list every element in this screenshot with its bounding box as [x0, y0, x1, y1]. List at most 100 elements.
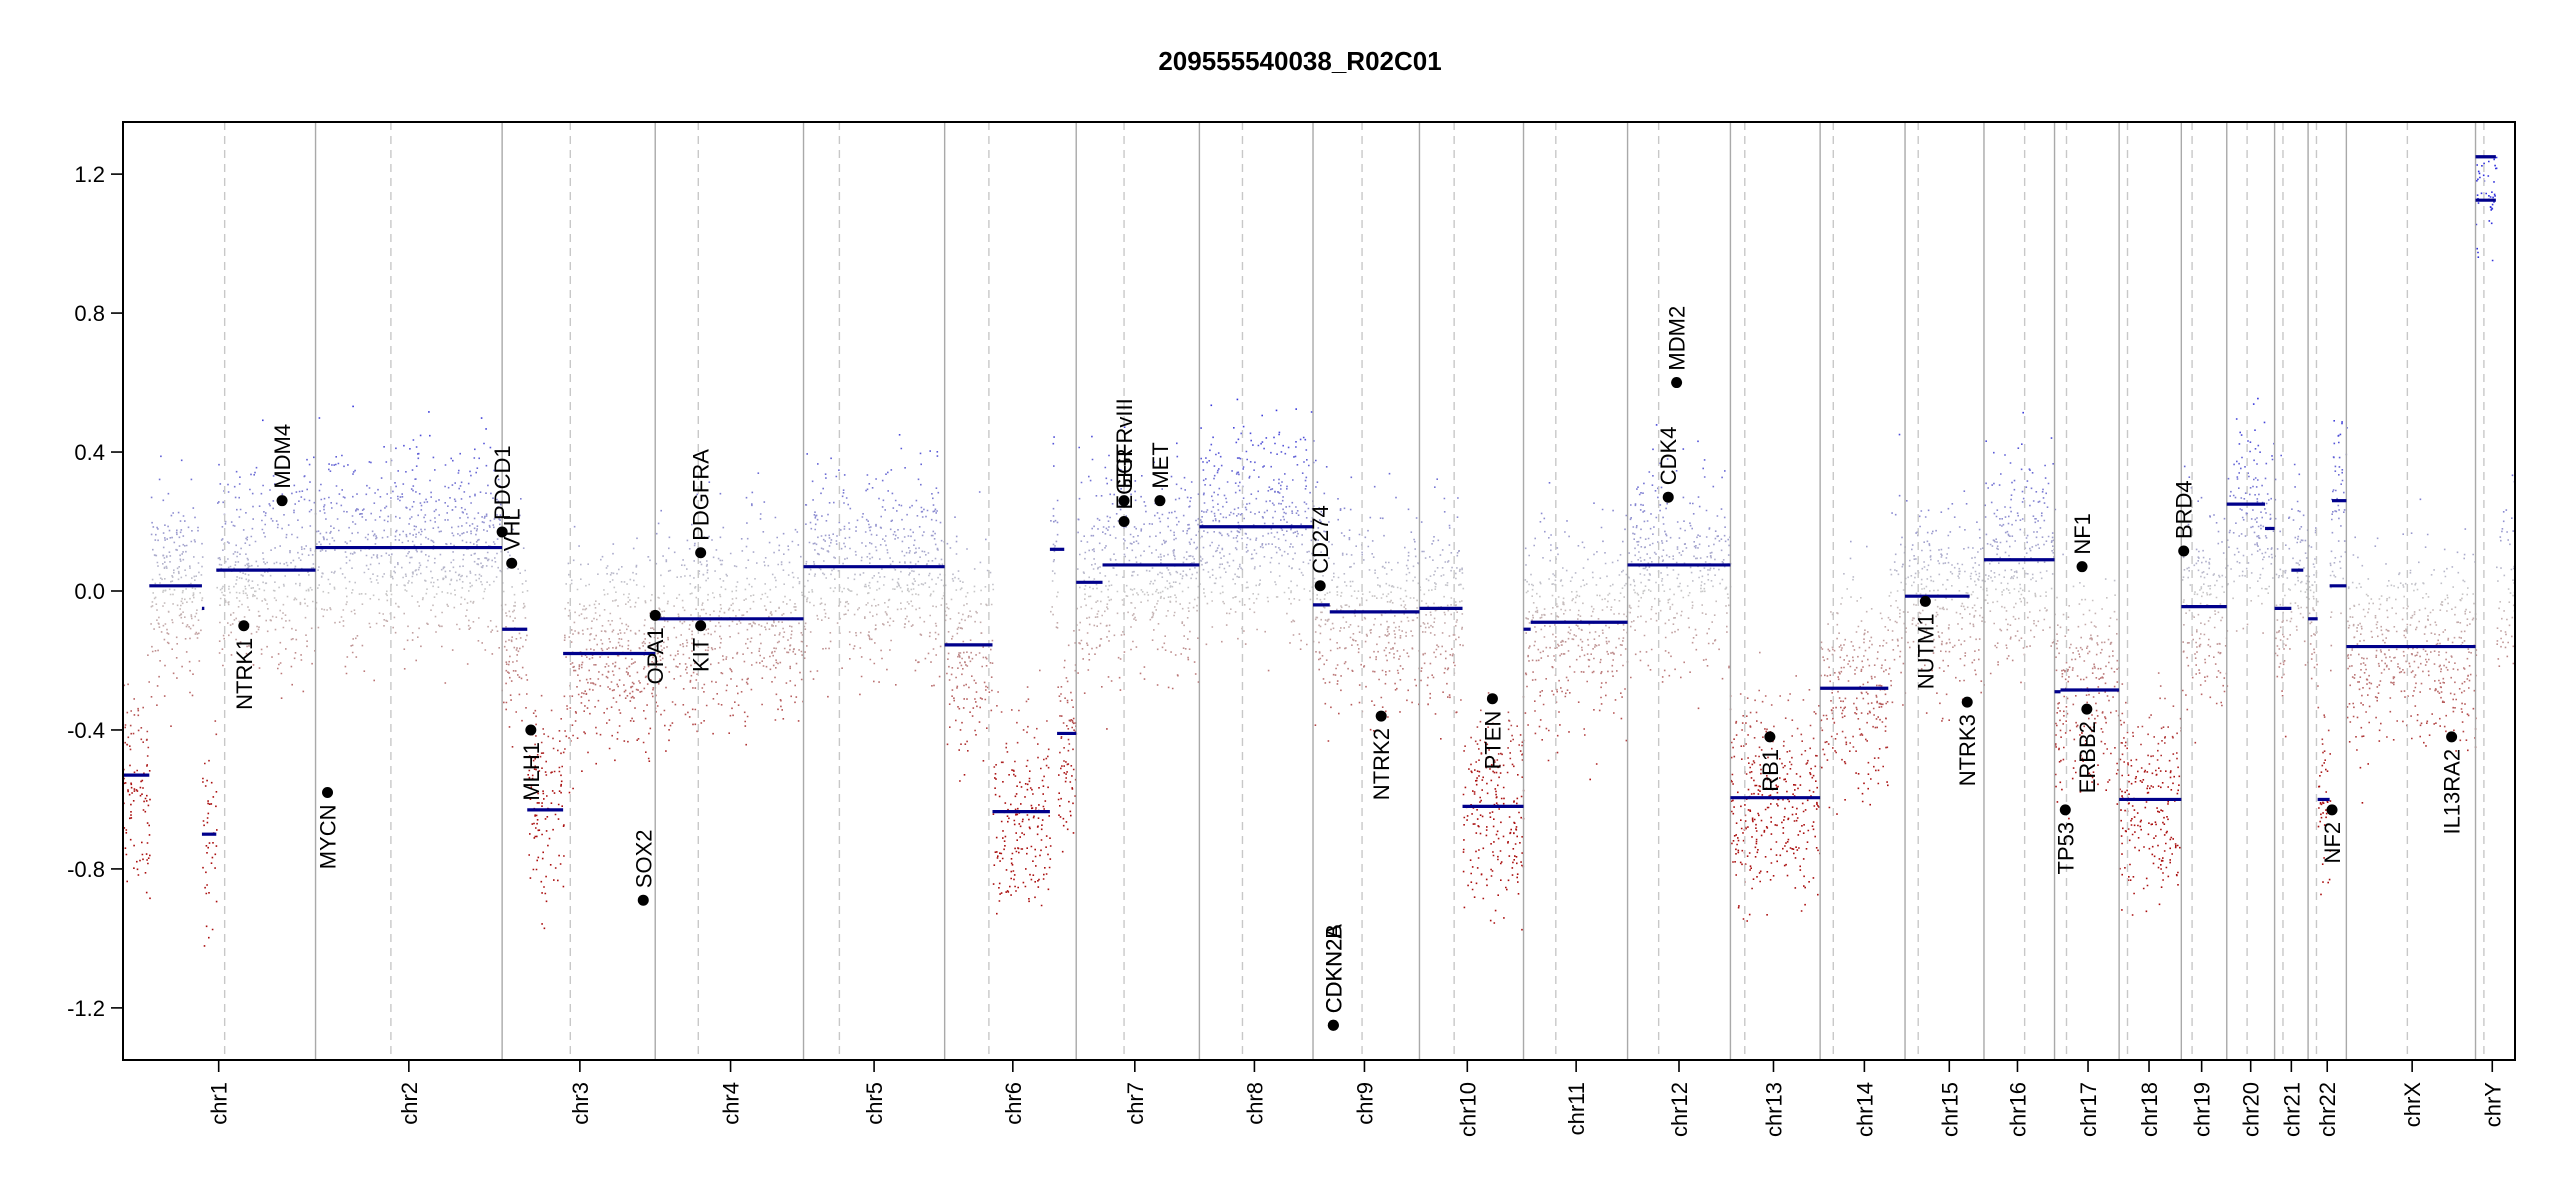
- probe-dots-206: [123, 684, 2351, 687]
- probe-dots-111: [227, 483, 2343, 487]
- probe-dots-363: [1217, 451, 1995, 454]
- probe-dots-192: [553, 770, 2329, 773]
- probe-dots-54: [162, 498, 2333, 502]
- probe-dots-14: [201, 598, 2462, 602]
- probe-dots-158: [167, 632, 2507, 636]
- probe-dots-56: [164, 536, 2379, 540]
- probe-dots-25: [169, 593, 2468, 596]
- gene-label: MET: [1148, 442, 1173, 488]
- probe-dots-94: [180, 613, 2456, 616]
- probe-dots-278: [136, 769, 2157, 772]
- probe-dots-315: [412, 438, 1307, 442]
- probe-dots-95: [178, 614, 2429, 617]
- x-tick-label: chr8: [1242, 1082, 1267, 1125]
- gene-label: NUTM1: [1913, 613, 1938, 689]
- x-tick-label: chrX: [2400, 1082, 2425, 1128]
- probe-dots-114: [507, 671, 2413, 674]
- probe-dots-270: [266, 629, 2502, 633]
- probe-dots-181: [541, 767, 2160, 770]
- probe-dots-76: [166, 641, 2510, 644]
- probe-dots-289: [403, 444, 2260, 447]
- probe-dots-211: [180, 599, 2252, 603]
- probe-dots-220: [146, 754, 2154, 758]
- probe-dots-126: [1209, 449, 1308, 452]
- probe-dots-50: [279, 497, 2422, 501]
- probe-dots-40: [521, 665, 2448, 669]
- probe-dots-305: [239, 475, 2250, 479]
- probe-dots-172: [306, 457, 2274, 461]
- probe-dots-254: [137, 707, 2475, 710]
- probe-dots-176: [129, 745, 2477, 748]
- gene-label: NF1: [2070, 513, 2095, 555]
- probe-dots-5: [148, 680, 2466, 683]
- gene-point: [1764, 731, 1776, 743]
- probe-dots-218: [1519, 734, 2081, 736]
- gene-label: KIT: [689, 638, 714, 672]
- x-tick-label: chr3: [568, 1082, 593, 1125]
- probe-dots-214: [444, 681, 2456, 684]
- gene-point: [506, 557, 518, 569]
- probe-dots-217: [373, 679, 2471, 682]
- probe-dots-227: [647, 756, 2178, 760]
- probe-dots-351: [1065, 677, 1068, 679]
- probe-dots-347: [146, 730, 2465, 733]
- gene-point: [695, 547, 707, 559]
- probe-dots-251: [629, 700, 2444, 703]
- probe-dots-137: [170, 580, 2499, 583]
- probe-dots-124: [588, 688, 2437, 692]
- probe-dots-248: [181, 664, 2501, 668]
- probe-dots-75: [152, 591, 2516, 595]
- probe-dots-274: [180, 576, 2227, 579]
- probe-dots-259: [180, 529, 1966, 531]
- probe-dots-369: [370, 461, 372, 464]
- probe-dots-284: [341, 454, 2283, 457]
- probe-dots-71: [142, 706, 2456, 709]
- probe-dots-271: [154, 595, 2430, 599]
- probe-dots-243: [129, 748, 2469, 752]
- probe-dots-46: [159, 576, 2299, 580]
- y-tick-label: 1.2: [74, 162, 105, 187]
- probe-dots-45: [171, 575, 2447, 578]
- probe-dots-298: [1176, 441, 2340, 445]
- probe-dots-285: [127, 736, 2476, 739]
- probe-dots-90: [190, 615, 2366, 618]
- probe-dots-118: [158, 616, 2514, 619]
- probe-dots-224: [661, 657, 2368, 660]
- gene-point: [1154, 495, 1166, 507]
- probe-dots-332: [2252, 403, 2255, 405]
- probe-dots-205: [1123, 426, 2348, 429]
- probe-dots-322: [141, 779, 2142, 783]
- x-tick-label: chr4: [719, 1082, 744, 1125]
- probe-dots-313: [123, 777, 2137, 780]
- probe-dots-83: [238, 620, 2459, 623]
- probe-dots-87: [172, 672, 2383, 675]
- probe-dots-253: [1784, 716, 2477, 720]
- gene-label: MDM2: [1665, 306, 1690, 371]
- gene-point: [2446, 731, 2458, 743]
- probe-dots-359: [485, 427, 1202, 430]
- probe-dots-53: [498, 646, 2507, 649]
- probe-dots-156: [189, 637, 2502, 640]
- probe-dots-132: [129, 764, 2324, 767]
- probe-dots-151: [181, 597, 2397, 601]
- x-tick-label: chr10: [1455, 1082, 1480, 1137]
- gene-label: MYCN: [316, 804, 341, 869]
- gene-point: [2178, 545, 2190, 557]
- gene-label: PTEN: [1480, 711, 1505, 770]
- gene-point: [276, 495, 288, 507]
- gene-label: ERBB2: [2075, 721, 2100, 793]
- gene-point: [238, 620, 250, 632]
- probe-dots-342: [328, 468, 2344, 471]
- y-tick-label: -0.4: [67, 718, 105, 743]
- probe-dots-230: [179, 519, 2046, 522]
- probe-dots-350: [534, 757, 2122, 761]
- probe-dots-292: [186, 623, 2511, 627]
- probe-dots-242: [1261, 440, 2249, 443]
- probe-dots-367: [1036, 727, 1038, 730]
- gene-point: [525, 724, 537, 736]
- probe-dots-layer: [123, 156, 2517, 947]
- probe-dots-330: [2333, 420, 2335, 422]
- probe-dots-226: [156, 704, 2223, 707]
- probe-dots-252: [580, 696, 2442, 699]
